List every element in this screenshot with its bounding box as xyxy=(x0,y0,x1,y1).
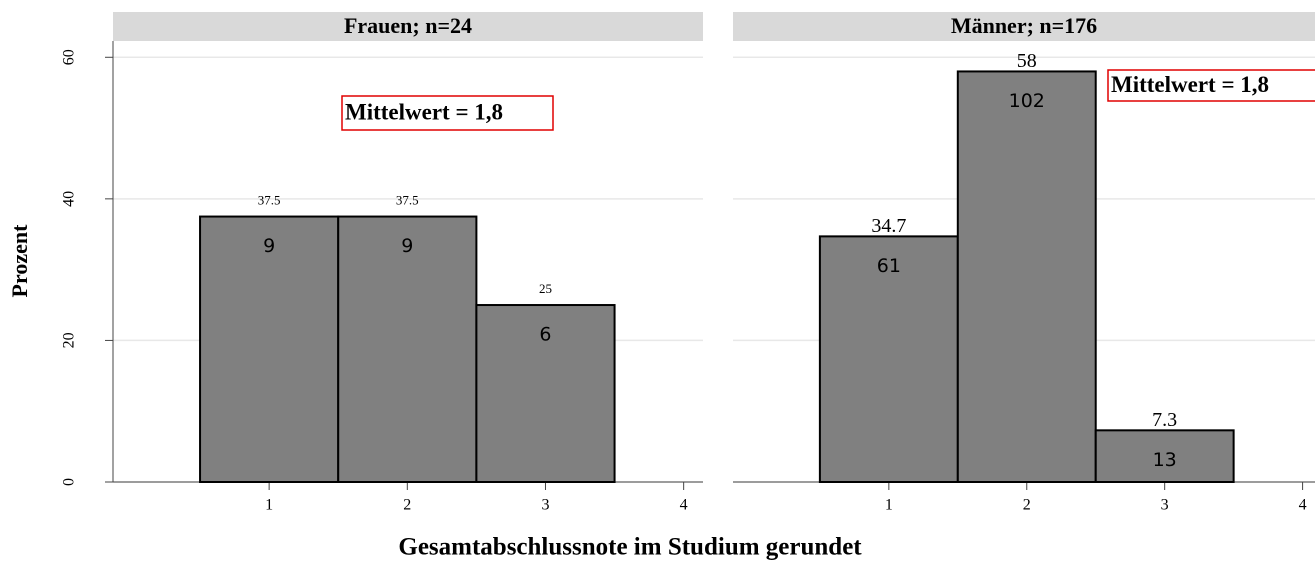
bar xyxy=(475,304,616,484)
x-tick-label: 3 xyxy=(541,497,549,514)
count-label: 13 xyxy=(1153,449,1177,471)
count-label: 9 xyxy=(401,235,413,257)
y-tick-label: 40 xyxy=(61,191,78,207)
y-axis-label: Prozent xyxy=(7,224,32,298)
panel-strip xyxy=(113,12,703,41)
count-label: 61 xyxy=(877,255,901,277)
panel-title: Männer; n=176 xyxy=(951,13,1097,38)
bar xyxy=(199,215,340,483)
count-label: 102 xyxy=(1009,90,1045,112)
value-label: 34.7 xyxy=(871,215,906,237)
value-label: 7.3 xyxy=(1152,409,1177,431)
y-tick-label: 60 xyxy=(61,49,78,65)
bar xyxy=(818,235,959,483)
annotation-box xyxy=(341,95,554,131)
value-label: 25 xyxy=(539,281,552,296)
x-tick-label: 1 xyxy=(885,497,893,514)
panel-strip xyxy=(733,12,1315,41)
x-tick-label: 2 xyxy=(403,497,411,514)
x-tick-label: 4 xyxy=(1299,497,1307,514)
value-label: 37.5 xyxy=(258,193,281,208)
x-tick-label: 2 xyxy=(1023,497,1031,514)
bar xyxy=(1094,429,1235,483)
annotation-box xyxy=(1107,69,1315,102)
count-label: 9 xyxy=(263,235,275,257)
y-tick-label: 20 xyxy=(61,332,78,348)
x-tick-label: 3 xyxy=(1161,497,1169,514)
bar xyxy=(337,215,478,483)
x-tick-label: 4 xyxy=(680,497,688,514)
y-tick-label: 0 xyxy=(61,478,78,486)
x-tick-label: 1 xyxy=(265,497,273,514)
panel-title: Frauen; n=24 xyxy=(344,13,472,38)
annotation: Mittelwert = 1,8 xyxy=(1111,72,1269,97)
bar xyxy=(956,70,1097,483)
value-label: 37.5 xyxy=(396,193,419,208)
count-label: 6 xyxy=(539,324,551,346)
x-axis-label: Gesamtabschlussnote im Studium gerundet xyxy=(398,534,862,561)
value-label: 58 xyxy=(1017,50,1037,72)
annotation: Mittelwert = 1,8 xyxy=(345,99,503,124)
